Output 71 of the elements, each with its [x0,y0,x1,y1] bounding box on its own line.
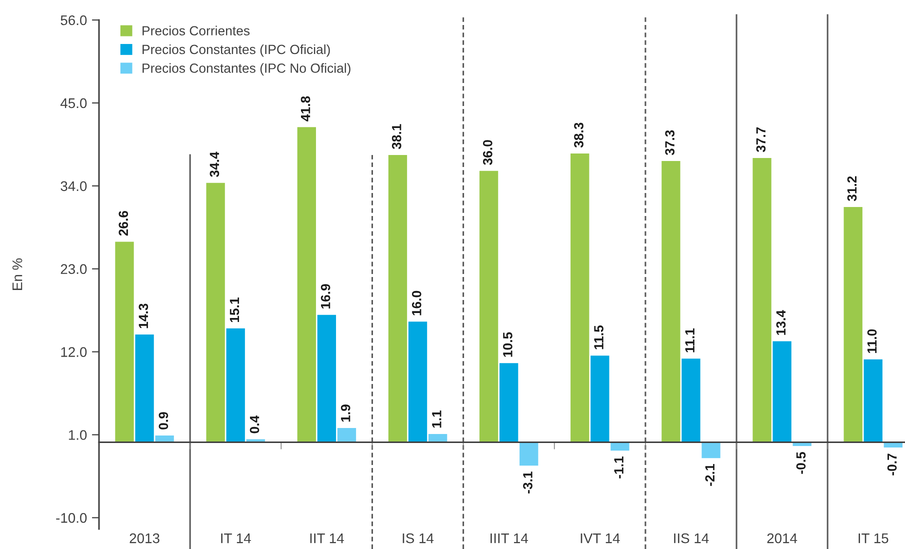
bar [844,207,862,442]
bar [135,334,154,442]
x-tick-label: IT 15 [858,534,888,544]
data-label: 11.5 [594,325,604,350]
y-tick-label: -10.0 [56,513,87,523]
x-tick-label: 2013 [130,533,160,544]
data-label: -3.1 [523,472,532,494]
data-label: 11.0 [867,329,877,353]
data-label: 37.3 [665,130,674,156]
bar [206,182,225,442]
data-label: 15.1 [230,298,240,322]
bar [702,442,720,458]
y-tick-label: 23.0 [60,264,87,274]
bar [610,442,630,451]
bar [499,363,518,442]
bar [479,170,498,442]
x-tick-label: IIT 14 [310,534,344,544]
bar [155,435,174,442]
bar [317,314,336,442]
data-label: 37.7 [756,127,766,152]
bar [682,358,700,442]
bar [428,434,448,442]
x-tick-label: IIS 14 [674,533,709,544]
data-label: 0.9 [158,412,168,430]
bar [388,154,408,442]
y-tick-label: 12.0 [61,347,87,357]
x-tick-label: IS 14 [402,533,434,544]
bar [115,242,134,442]
legend-label: Precios Corrientes [142,26,250,36]
data-label: -2.1 [705,464,714,486]
bar [226,328,245,442]
data-label: -0.5 [796,452,806,474]
data-label: 10.5 [503,332,512,357]
bar [297,127,316,442]
data-label: 38.3 [574,122,584,148]
data-label: 1.1 [432,410,442,428]
bar [752,158,772,442]
bar [337,428,356,442]
bar [408,322,428,442]
legend-label: Precios Constantes (IPC No Oficial) [142,63,350,76]
bar [570,153,590,442]
data-label: 16.0 [412,290,422,316]
data-label: 1.9 [340,404,350,422]
data-label: 34.4 [210,152,220,178]
data-label: 13.4 [776,310,786,335]
data-label: 0.4 [250,415,260,434]
bar [772,341,792,442]
data-label: 16.9 [320,284,330,308]
bar [662,161,680,442]
data-label: 14.3 [138,304,148,328]
y-tick-label: 1.0 [68,430,87,440]
bar [864,359,882,442]
bar [590,356,610,442]
data-label: 38.1 [392,124,402,150]
data-label: 26.6 [118,210,128,236]
data-label: 11.1 [685,328,694,352]
data-label: -0.7 [887,454,897,476]
y-axis-title: En % [12,258,22,290]
y-tick-label: 34.0 [60,181,87,192]
data-label: 31.2 [847,176,857,202]
x-tick-label: 2014 [767,533,798,544]
bar [520,442,538,466]
x-tick-label: IVT 14 [580,534,620,544]
data-label: 41.8 [300,96,310,122]
y-tick-label: 56.0 [60,15,87,26]
legend-label: Precios Constantes (IPC Oficial) [142,44,330,57]
x-tick-label: IIIT 14 [490,534,528,544]
y-tick-label: 45.0 [60,98,87,108]
x-tick-label: IT 14 [221,534,251,544]
data-label: 36.0 [482,140,492,165]
data-label: -1.1 [614,456,624,478]
